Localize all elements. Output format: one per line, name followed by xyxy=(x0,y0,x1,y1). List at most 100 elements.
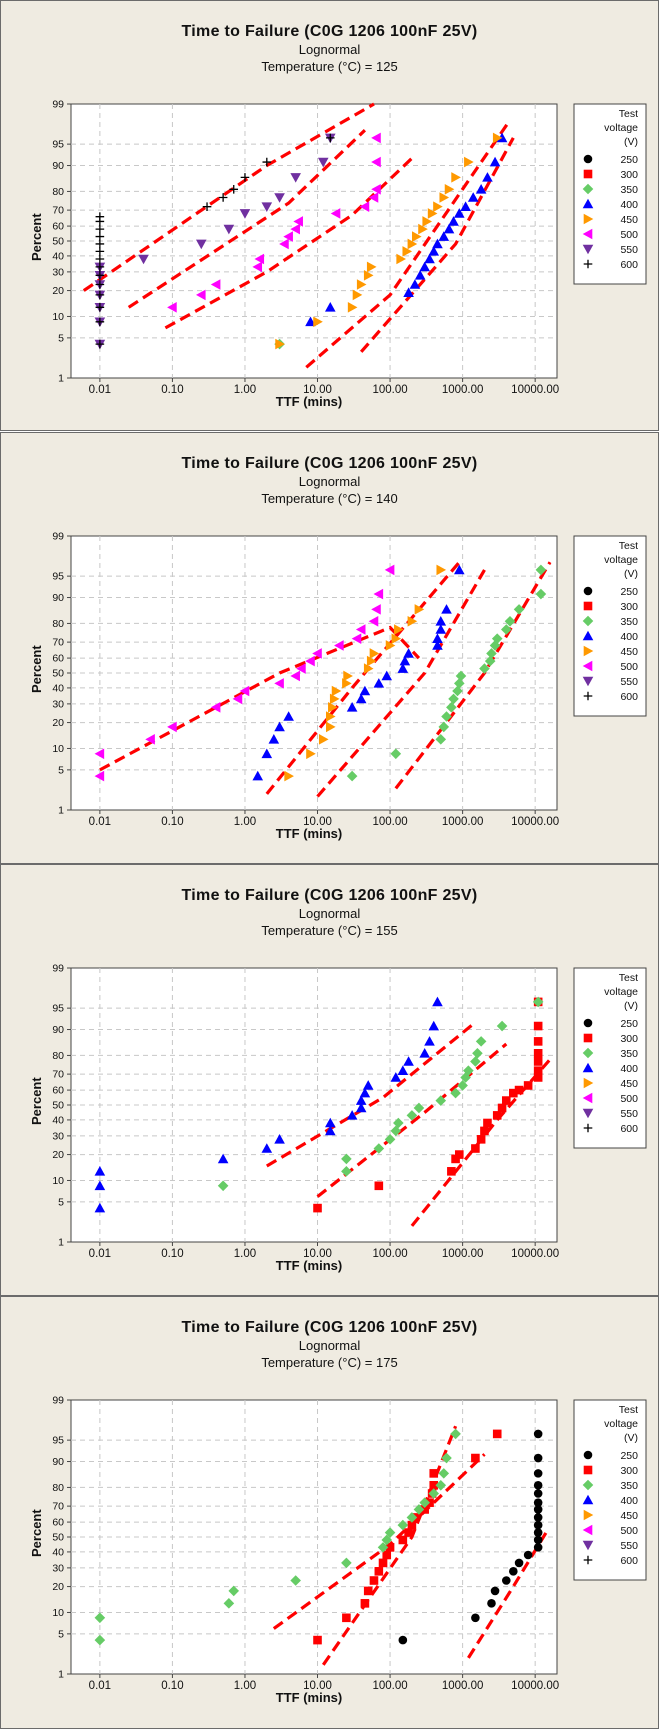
legend-marker-300 xyxy=(583,1465,593,1475)
data-point-400 xyxy=(435,624,447,634)
legend-marker-500 xyxy=(582,660,593,672)
data-point-350 xyxy=(457,1080,468,1091)
data-point-400 xyxy=(324,302,336,312)
data-point-250 xyxy=(533,1528,543,1537)
legend-marker-550 xyxy=(582,1540,594,1551)
data-point-300 xyxy=(369,1576,379,1585)
data-point-250 xyxy=(533,1429,543,1439)
data-point-450 xyxy=(356,279,367,290)
legend-label: 500 xyxy=(620,229,638,241)
legend-label: 600 xyxy=(620,259,638,271)
legend-marker-250 xyxy=(583,1450,593,1460)
legend-title: (V) xyxy=(624,568,638,580)
data-point-350 xyxy=(463,1065,474,1076)
y-tick-label: 95 xyxy=(52,1435,64,1447)
data-point-250 xyxy=(533,1505,543,1514)
data-point-500 xyxy=(210,702,221,713)
data-point-400 xyxy=(397,663,409,673)
legend-marker-350 xyxy=(582,1047,594,1059)
chart-panel-140: Time to Failure (C0G 1206 100nF 25V) Log… xyxy=(0,432,659,864)
y-tick-label: 99 xyxy=(52,531,64,543)
data-point-300 xyxy=(429,1481,439,1490)
x-tick-label: 0.01 xyxy=(89,816,111,828)
data-point-500 xyxy=(195,289,206,301)
data-point-300 xyxy=(363,1586,373,1596)
data-point-400 xyxy=(268,734,280,744)
data-point-450 xyxy=(318,734,329,745)
data-point-300 xyxy=(313,1203,322,1213)
x-tick-label: 10.00 xyxy=(303,816,332,828)
fit-line xyxy=(127,129,367,309)
y-tick-label: 60 xyxy=(52,1517,64,1529)
data-point-300 xyxy=(447,1167,456,1176)
data-point-300 xyxy=(471,1144,480,1153)
data-point-300 xyxy=(533,1057,543,1066)
data-point-350 xyxy=(535,564,547,576)
series-400 xyxy=(252,564,465,781)
data-point-350 xyxy=(290,1575,301,1586)
data-point-600 xyxy=(95,254,105,264)
y-tick-label: 30 xyxy=(52,1130,64,1142)
y-tick-label: 90 xyxy=(52,1456,64,1468)
legend-marker-350 xyxy=(582,615,594,627)
y-tick-label: 60 xyxy=(52,1085,64,1097)
data-point-350 xyxy=(94,1634,106,1646)
data-point-250 xyxy=(533,1481,543,1490)
data-point-350 xyxy=(406,1110,418,1121)
data-point-450 xyxy=(407,616,418,627)
data-point-250 xyxy=(533,1489,543,1498)
legend-label: 250 xyxy=(620,586,638,598)
data-point-600 xyxy=(240,173,250,182)
data-point-300 xyxy=(533,1073,543,1082)
y-tick-label: 10 xyxy=(52,743,64,755)
y-tick-label: 99 xyxy=(52,99,64,111)
y-tick-label: 60 xyxy=(52,221,64,233)
data-point-400 xyxy=(274,721,285,732)
data-point-600 xyxy=(325,133,335,143)
data-point-350 xyxy=(472,1048,483,1059)
fit-line xyxy=(316,569,486,798)
data-point-500 xyxy=(279,238,289,250)
legend-label: 350 xyxy=(620,184,638,196)
legend-marker-300 xyxy=(583,1033,593,1043)
data-point-300 xyxy=(492,1429,502,1439)
legend-marker-350 xyxy=(582,1479,594,1491)
y-tick-label: 5 xyxy=(58,1196,64,1208)
data-point-250 xyxy=(523,1550,533,1560)
legend-box xyxy=(573,967,647,1149)
legend-label: 350 xyxy=(620,1480,638,1492)
y-tick-label: 1 xyxy=(58,1669,64,1681)
data-point-350 xyxy=(373,1143,385,1154)
data-point-600 xyxy=(95,290,105,300)
data-point-500 xyxy=(293,216,303,227)
data-point-250 xyxy=(533,1469,543,1478)
data-point-400 xyxy=(475,184,487,194)
legend-title: (V) xyxy=(624,1000,638,1012)
data-point-450 xyxy=(444,184,455,195)
data-point-250 xyxy=(514,1558,524,1568)
data-point-450 xyxy=(343,670,353,682)
data-point-300 xyxy=(492,1111,502,1120)
y-tick-label: 90 xyxy=(52,160,64,172)
data-point-400 xyxy=(252,770,264,781)
data-point-300 xyxy=(533,1066,543,1075)
legend-label: 500 xyxy=(620,661,638,673)
x-gridlines: 0.01 0.10 1.00 10.00 100.00 1000.00 10000.00 xyxy=(89,536,559,828)
data-point-550 xyxy=(290,173,301,183)
data-point-250 xyxy=(398,1635,408,1645)
legend-box xyxy=(573,103,647,285)
legend-label: 600 xyxy=(620,1555,638,1567)
y-tick-label: 20 xyxy=(52,717,64,729)
data-point-400 xyxy=(359,685,371,696)
legend: Test voltage (V) 250 300 350 400 450 500 550 600 xyxy=(573,967,647,1149)
data-point-350 xyxy=(435,734,447,745)
legend-title: Test xyxy=(619,108,638,120)
y-tick-label: 90 xyxy=(52,592,64,604)
data-point-400 xyxy=(362,1080,374,1090)
data-point-400 xyxy=(403,1056,414,1066)
legend-label: 300 xyxy=(620,169,638,181)
x-axis-label: TTF (mins) xyxy=(275,1690,343,1705)
data-point-350 xyxy=(500,624,512,635)
data-point-300 xyxy=(420,1505,429,1514)
data-point-400 xyxy=(496,132,508,143)
